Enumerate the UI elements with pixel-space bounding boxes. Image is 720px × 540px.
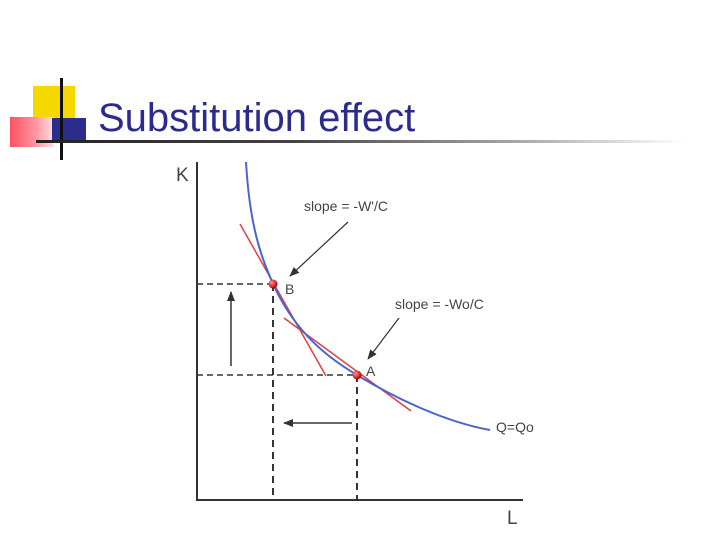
decor-vertical-line [60, 78, 63, 160]
title-underline [36, 140, 686, 143]
slope-pointer-b [289, 221, 349, 277]
slope-label-b: slope = -W'/C [304, 198, 388, 214]
isoquant-curve [245, 161, 491, 431]
slide-title: Substitution effect [98, 96, 416, 140]
point-a-label: A [366, 363, 376, 379]
isoquant-label: Q=Qo [496, 419, 534, 435]
slope-label-a: slope = -Wo/C [395, 296, 484, 312]
tangent-line-b [239, 223, 327, 377]
x-axis-label: L [507, 508, 518, 529]
point-b [268, 279, 278, 289]
point-b-label: B [285, 281, 294, 297]
point-a [352, 370, 362, 380]
slope-pointer-a [367, 317, 400, 360]
y-axis-label: K [176, 165, 189, 186]
